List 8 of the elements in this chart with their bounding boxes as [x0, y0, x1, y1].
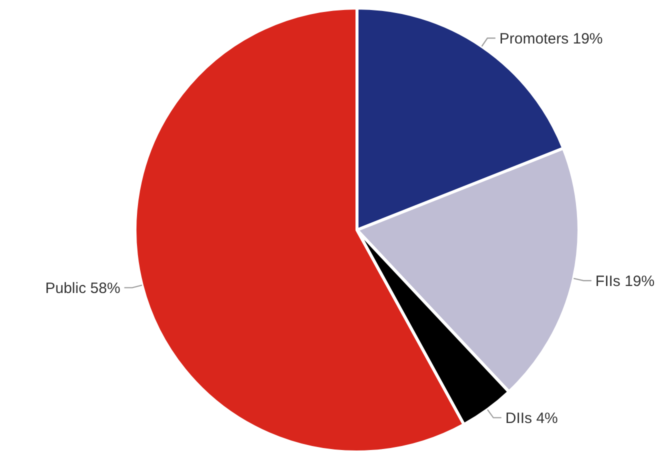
data-label: 58% — [90, 280, 120, 297]
data-label: 4% — [536, 410, 558, 427]
slice-label: FIIs — [595, 272, 620, 290]
slice-label: DIIs — [505, 410, 532, 427]
data-label: 19% — [624, 272, 655, 290]
data-label: 19% — [572, 30, 603, 48]
slice-label: Public — [45, 280, 86, 297]
slice-label: Promoters — [499, 30, 569, 48]
